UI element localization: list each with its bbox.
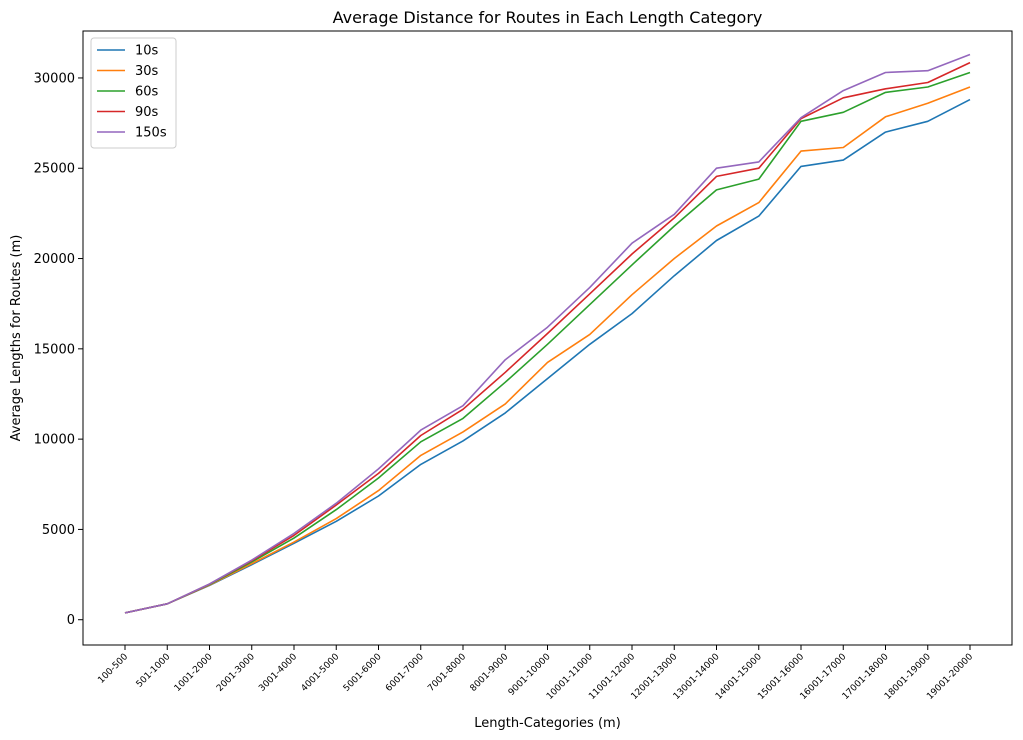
x-tick-label: 5001-6000: [342, 652, 384, 694]
x-axis-label: Length-Categories (m): [474, 716, 621, 731]
legend-label: 10s: [135, 44, 159, 59]
legend-label: 30s: [135, 64, 159, 79]
y-tick-label: 20000: [34, 252, 75, 267]
legend-label: 60s: [135, 85, 159, 100]
legend-label: 90s: [135, 105, 159, 120]
x-tick-label: 9001-10000: [507, 652, 553, 698]
x-tick-label: 3001-4000: [257, 652, 299, 694]
legend-label: 150s: [135, 126, 167, 141]
x-tick-label: 6001-7000: [384, 652, 426, 694]
y-tick-label: 15000: [34, 342, 75, 357]
x-tick-label: 2001-3000: [215, 652, 257, 694]
x-tick-label: 7001-8000: [426, 652, 468, 694]
y-tick-label: 5000: [42, 523, 75, 538]
legend: 10s 30s 60s 90s 150s: [90, 37, 177, 149]
series-line-90s: [124, 61, 971, 614]
x-tick-label: 1001-2000: [173, 652, 215, 694]
y-tick-label: 30000: [34, 71, 75, 86]
chart-title: Average Distance for Routes in Each Leng…: [333, 8, 763, 27]
series-line-150s: [124, 53, 971, 614]
legend-box: [90, 37, 177, 149]
y-axis: 0 5000 10000 15000 20000 25000 30000: [34, 71, 83, 628]
x-tick-label: 100-500: [96, 652, 130, 686]
x-tick-label: 8001-9000: [469, 652, 511, 694]
series-lines: [124, 53, 971, 614]
x-axis: 100-500 501-1000 1001-2000 2001-3000 3001-40…: [96, 645, 975, 702]
series-line-30s: [124, 86, 971, 614]
y-tick-label: 10000: [34, 433, 75, 448]
y-tick-label: 0: [67, 613, 75, 628]
y-axis-label: Average Lengths for Routes (m): [9, 235, 24, 442]
series-line-60s: [124, 71, 971, 614]
x-tick-label: 19001-20000: [925, 652, 975, 702]
y-tick-label: 25000: [34, 162, 75, 177]
x-tick-label: 501-1000: [135, 652, 173, 690]
x-tick-label: 4001-5000: [300, 652, 342, 694]
series-line-10s: [124, 98, 971, 614]
plot-area: [82, 30, 1013, 646]
